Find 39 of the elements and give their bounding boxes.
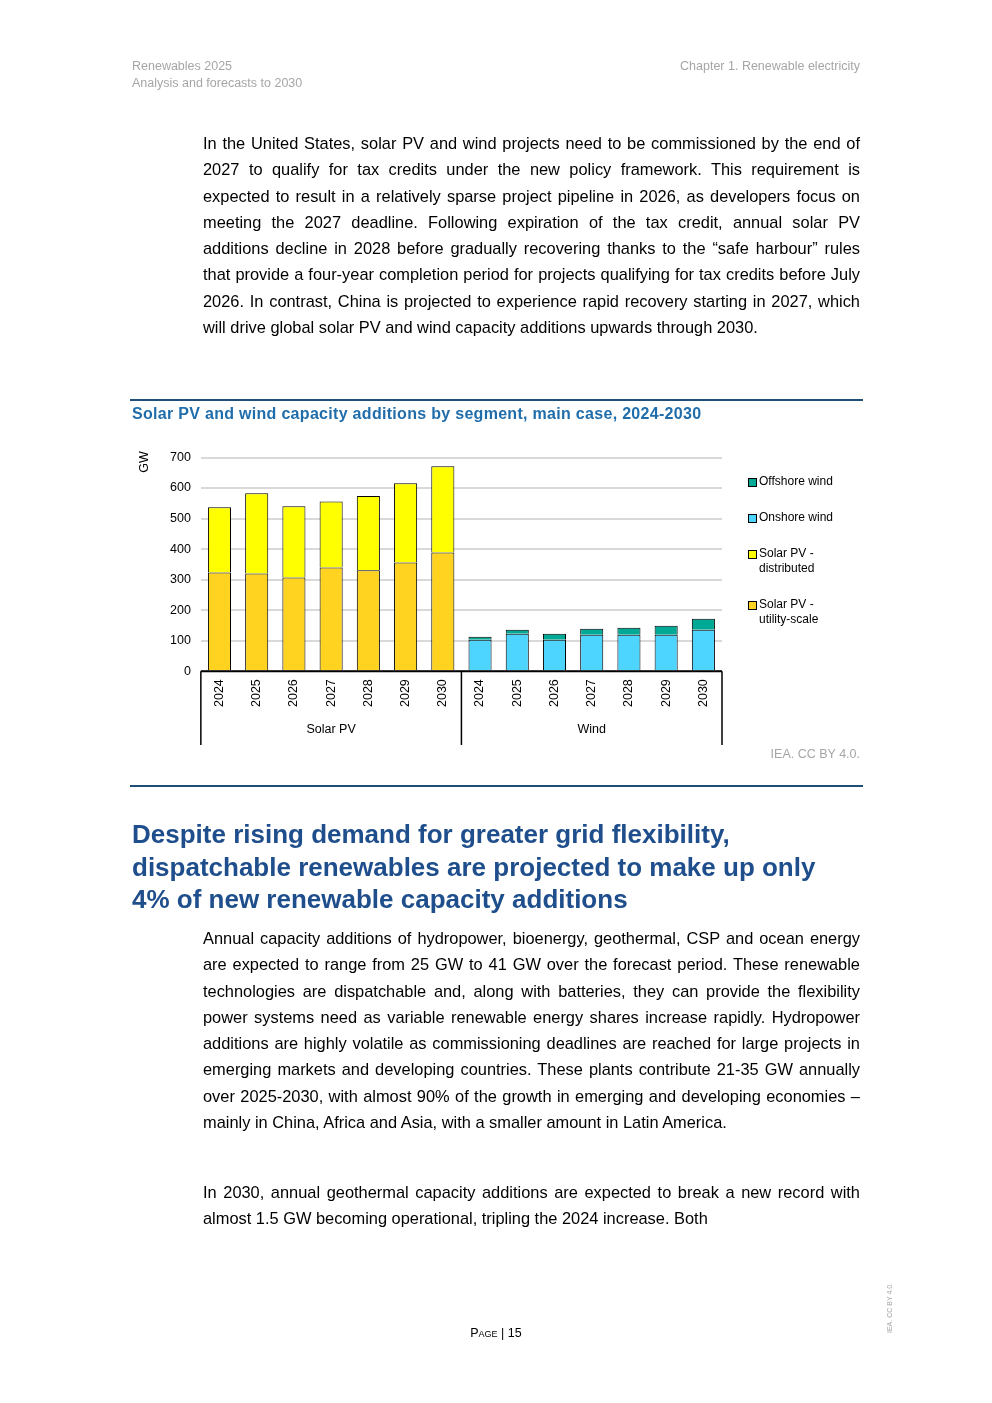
- legend-label: Solar PV - distributed: [759, 546, 816, 576]
- x-tick-label: 2030: [435, 679, 450, 707]
- x-tick-label: 2029: [398, 679, 413, 707]
- y-tick-label: 700: [170, 449, 191, 464]
- x-tick-label: 2025: [509, 679, 524, 707]
- x-tick-label: 2026: [286, 679, 301, 707]
- x-tick-label: 2029: [658, 679, 673, 707]
- x-tick-label: 2027: [584, 679, 599, 707]
- y-axis-title: GW: [137, 451, 151, 473]
- text: Wind: [577, 722, 606, 736]
- x-tick-label: 2026: [546, 679, 561, 707]
- legend-label: Solar PV - utility-scale: [759, 597, 820, 627]
- legend-label: Offshore wind: [759, 474, 833, 489]
- text: Annual capacity additions of hydropower, bioenergy, geothermal, CSP and ocean energy are expected to range from 25 GW to 41 GW over the forecast period. These renewable technologies are dispatchable and, along with batteries, they can provide the flexibility power systems need as variable renewable energy shares increase rapidly. Hydropower additions are highly volatile as commissioning deadlines are reached for large projects in emerging markets and developing countries. These plants contribute 21-35 GW annually over 2025-2030, with almost 90% of the growth in emerging and developing economies – mainly in China, Africa and Asia, with a smaller amount in Latin America.: [203, 928, 860, 1134]
- y-tick-label: 600: [170, 480, 191, 495]
- text: In 2030, annual geothermal capacity additions are expected to break a new record with almost 1.5 GW becoming operational, tripling the 2024 increase. Both: [203, 1182, 860, 1230]
- text: Chapter 1. Renewable electricity: [680, 58, 860, 75]
- text: IEA. CC BY 4.0.: [770, 747, 860, 761]
- text: In the United States, solar PV and wind projects need to be commissioned by the end of 2027 to qualify for tax credits under the new policy framework. This requirement is expected to result in a relatively sparse project pipeline in 2026, as developers focus on meeting the 2027 deadline. Following expiration of the tax credit, annual solar PV additions decline in 2028 before gradually recovering thanks to the “safe harbour” rules that provide a four-year completion period for projects qualifying for tax credits before July 2026. In contrast, China is projected to experience rapid recovery starting in 2027, which will drive global solar PV and wind capacity additions upwards through 2030.: [203, 133, 860, 339]
- x-tick-label: 2030: [695, 679, 710, 707]
- text: Renewables 2025: [132, 59, 233, 73]
- chart-title: Solar PV and wind capacity additions by segment, main case, 2024-2030: [132, 405, 702, 423]
- x-tick-label: 2027: [323, 679, 338, 707]
- x-tick-label: 2025: [249, 679, 264, 707]
- y-tick-label: 100: [170, 633, 191, 648]
- x-tick-label: 2024: [472, 679, 487, 707]
- y-tick-label: 500: [170, 511, 191, 526]
- text: Analysis and forecasts to 2030: [132, 76, 303, 90]
- y-tick-label: 300: [170, 572, 191, 587]
- x-tick-label: 2024: [211, 679, 226, 707]
- x-tick-label: 2028: [621, 679, 636, 707]
- x-tick-label: 2028: [360, 679, 375, 707]
- y-tick-label: 0: [183, 663, 191, 678]
- y-tick-label: 200: [170, 602, 191, 617]
- text: Despite rising demand for greater grid flexibility, dispatchable renewables are projected to make up only 4% of new renewable capacity additions: [132, 818, 817, 916]
- text: Page | 15: [470, 1326, 522, 1340]
- text: Solar PV: [306, 722, 357, 736]
- legend-label: Onshore wind: [759, 510, 834, 525]
- y-tick-label: 400: [170, 541, 191, 556]
